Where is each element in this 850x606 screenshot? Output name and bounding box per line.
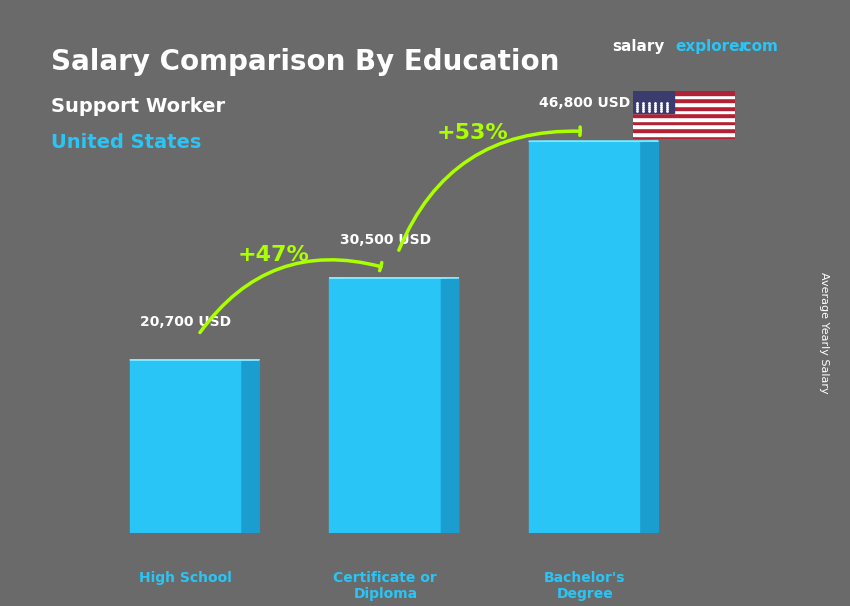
Text: salary: salary [612, 39, 665, 55]
Text: Support Worker: Support Worker [51, 97, 225, 116]
Bar [633, 102, 735, 106]
Bar [633, 113, 735, 117]
Bar [633, 117, 735, 121]
Text: Average Yearly Salary: Average Yearly Salary [819, 273, 829, 394]
Polygon shape [441, 278, 459, 533]
Text: Bachelor's
Degree: Bachelor's Degree [544, 571, 626, 601]
Text: Certificate or
Diploma: Certificate or Diploma [333, 571, 437, 601]
Text: United States: United States [51, 133, 201, 152]
Bar [329, 278, 441, 533]
Bar [529, 141, 641, 533]
Bar [130, 360, 242, 533]
Bar [633, 128, 735, 132]
Polygon shape [242, 360, 259, 533]
Text: 20,700 USD: 20,700 USD [140, 315, 231, 329]
Polygon shape [641, 141, 659, 533]
Text: 46,800 USD: 46,800 USD [539, 96, 631, 110]
Text: High School: High School [139, 571, 232, 585]
Bar [633, 110, 735, 113]
Bar [633, 91, 674, 113]
Bar [633, 124, 735, 128]
Text: +53%: +53% [437, 124, 508, 144]
Text: .com: .com [738, 39, 779, 55]
Text: 30,500 USD: 30,500 USD [340, 233, 431, 247]
Text: Salary Comparison By Education: Salary Comparison By Education [51, 48, 559, 76]
Bar [633, 95, 735, 98]
Bar [633, 121, 735, 124]
Bar [633, 98, 735, 102]
Bar [633, 106, 735, 110]
Text: explorer: explorer [676, 39, 748, 55]
Bar [633, 132, 735, 136]
Text: +47%: +47% [237, 245, 309, 265]
Bar [633, 136, 735, 139]
Bar [633, 91, 735, 95]
